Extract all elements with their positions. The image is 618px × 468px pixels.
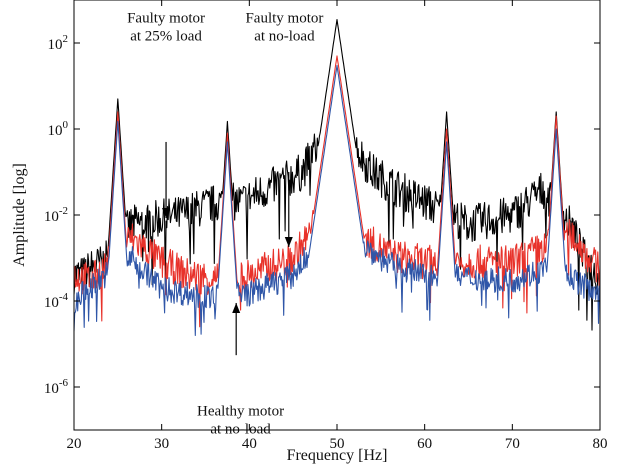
x-tick-label-1: 30: [154, 436, 169, 452]
annotation-2-line-1: at no-load: [210, 421, 271, 437]
series-0-line: [74, 19, 600, 331]
x-tick-label-2: 40: [242, 436, 257, 452]
annotation-0-line-1: at 25% load: [130, 28, 202, 44]
x-axis-label: Frequency [Hz]: [287, 447, 388, 464]
annotation-2-arrowhead: [232, 302, 241, 313]
series-layer: [74, 19, 600, 337]
series-1-line: [74, 55, 600, 328]
annotation-1-line-0: Faulty motor: [245, 10, 323, 26]
series-2-line: [74, 64, 600, 337]
annotation-1-arrowhead: [284, 237, 293, 248]
annotation-0-arrowhead: [162, 208, 171, 219]
y-tick-label-3: 100: [48, 119, 69, 139]
x-tick-label-3: 50: [330, 436, 345, 452]
x-tick-label-5: 70: [505, 436, 520, 452]
y-axis-label: Amplitude [log]: [11, 163, 28, 267]
x-tick-label-4: 60: [417, 436, 432, 452]
tick-layer: 20 30 40 50 60 70 80 10-6 10-4 10-2 100 102: [44, 0, 608, 452]
y-tick-label-0: 10-6: [44, 377, 69, 397]
y-tick-label-2: 10-2: [44, 205, 68, 225]
annotation-1-line-1: at no-load: [254, 28, 315, 44]
y-tick-label-4: 102: [48, 33, 69, 53]
annotation-2-line-0: Healthy motor: [197, 403, 284, 419]
y-tick-label-1: 10-4: [44, 291, 69, 311]
x-tick-label-6: 80: [593, 436, 608, 452]
x-tick-label-0: 20: [67, 436, 82, 452]
annotation-layer: Faulty motor at 25% load Faulty motor at no…: [127, 10, 323, 437]
annotation-0-line-0: Faulty motor: [127, 10, 205, 26]
